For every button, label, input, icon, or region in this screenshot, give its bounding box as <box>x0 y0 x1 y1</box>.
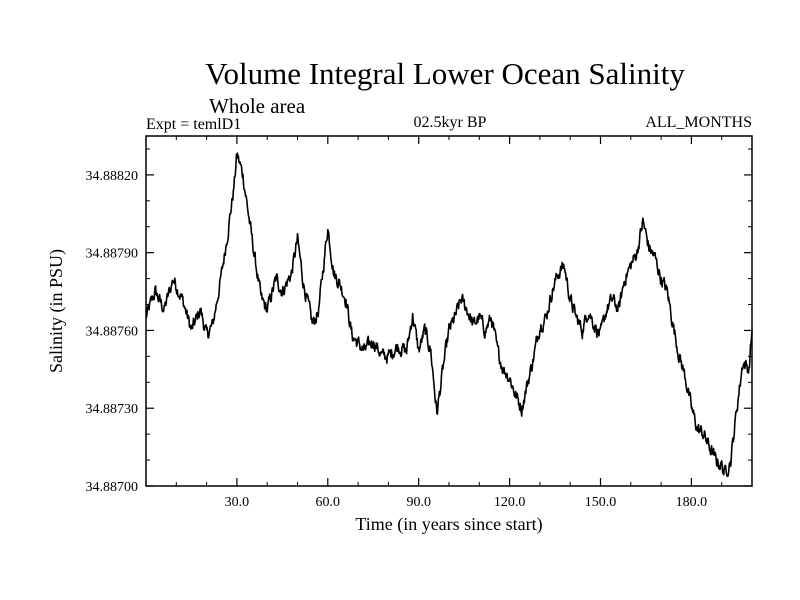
months-label: ALL_MONTHS <box>645 114 752 131</box>
period-label: 02.5kyr BP <box>413 114 487 131</box>
x-axis-label: Time (in years since start) <box>355 514 542 535</box>
y-tick-label: 34.88790 <box>86 247 139 262</box>
y-tick-label: 34.88730 <box>86 402 139 417</box>
chart-title: Volume Integral Lower Ocean Salinity <box>205 56 685 91</box>
y-tick-label: 34.88820 <box>86 169 139 184</box>
series-line-salinity <box>145 152 753 478</box>
x-tick-label: 150.0 <box>585 495 617 510</box>
experiment-label: Expt = temlD1 <box>146 116 242 133</box>
x-tick-label: 120.0 <box>494 495 526 510</box>
x-axis-ticks: 30.0 60.0 90.0 120.0 150.0 180.0 <box>175 136 723 510</box>
plot-frame <box>145 135 753 487</box>
y-tick-label: 34.88700 <box>86 480 139 495</box>
x-tick-label: 90.0 <box>406 495 431 510</box>
x-tick-label: 30.0 <box>225 495 250 510</box>
y-axis-ticks: 34.88700 34.88730 34.88760 34.88790 34.88820 <box>86 148 752 495</box>
x-tick-label: 180.0 <box>676 495 708 510</box>
y-tick-label: 34.88760 <box>86 324 139 339</box>
x-tick-label: 60.0 <box>316 495 341 510</box>
y-axis-label: Salinity (in PSU) <box>46 249 67 373</box>
chart-subtitle: Whole area <box>209 94 306 118</box>
